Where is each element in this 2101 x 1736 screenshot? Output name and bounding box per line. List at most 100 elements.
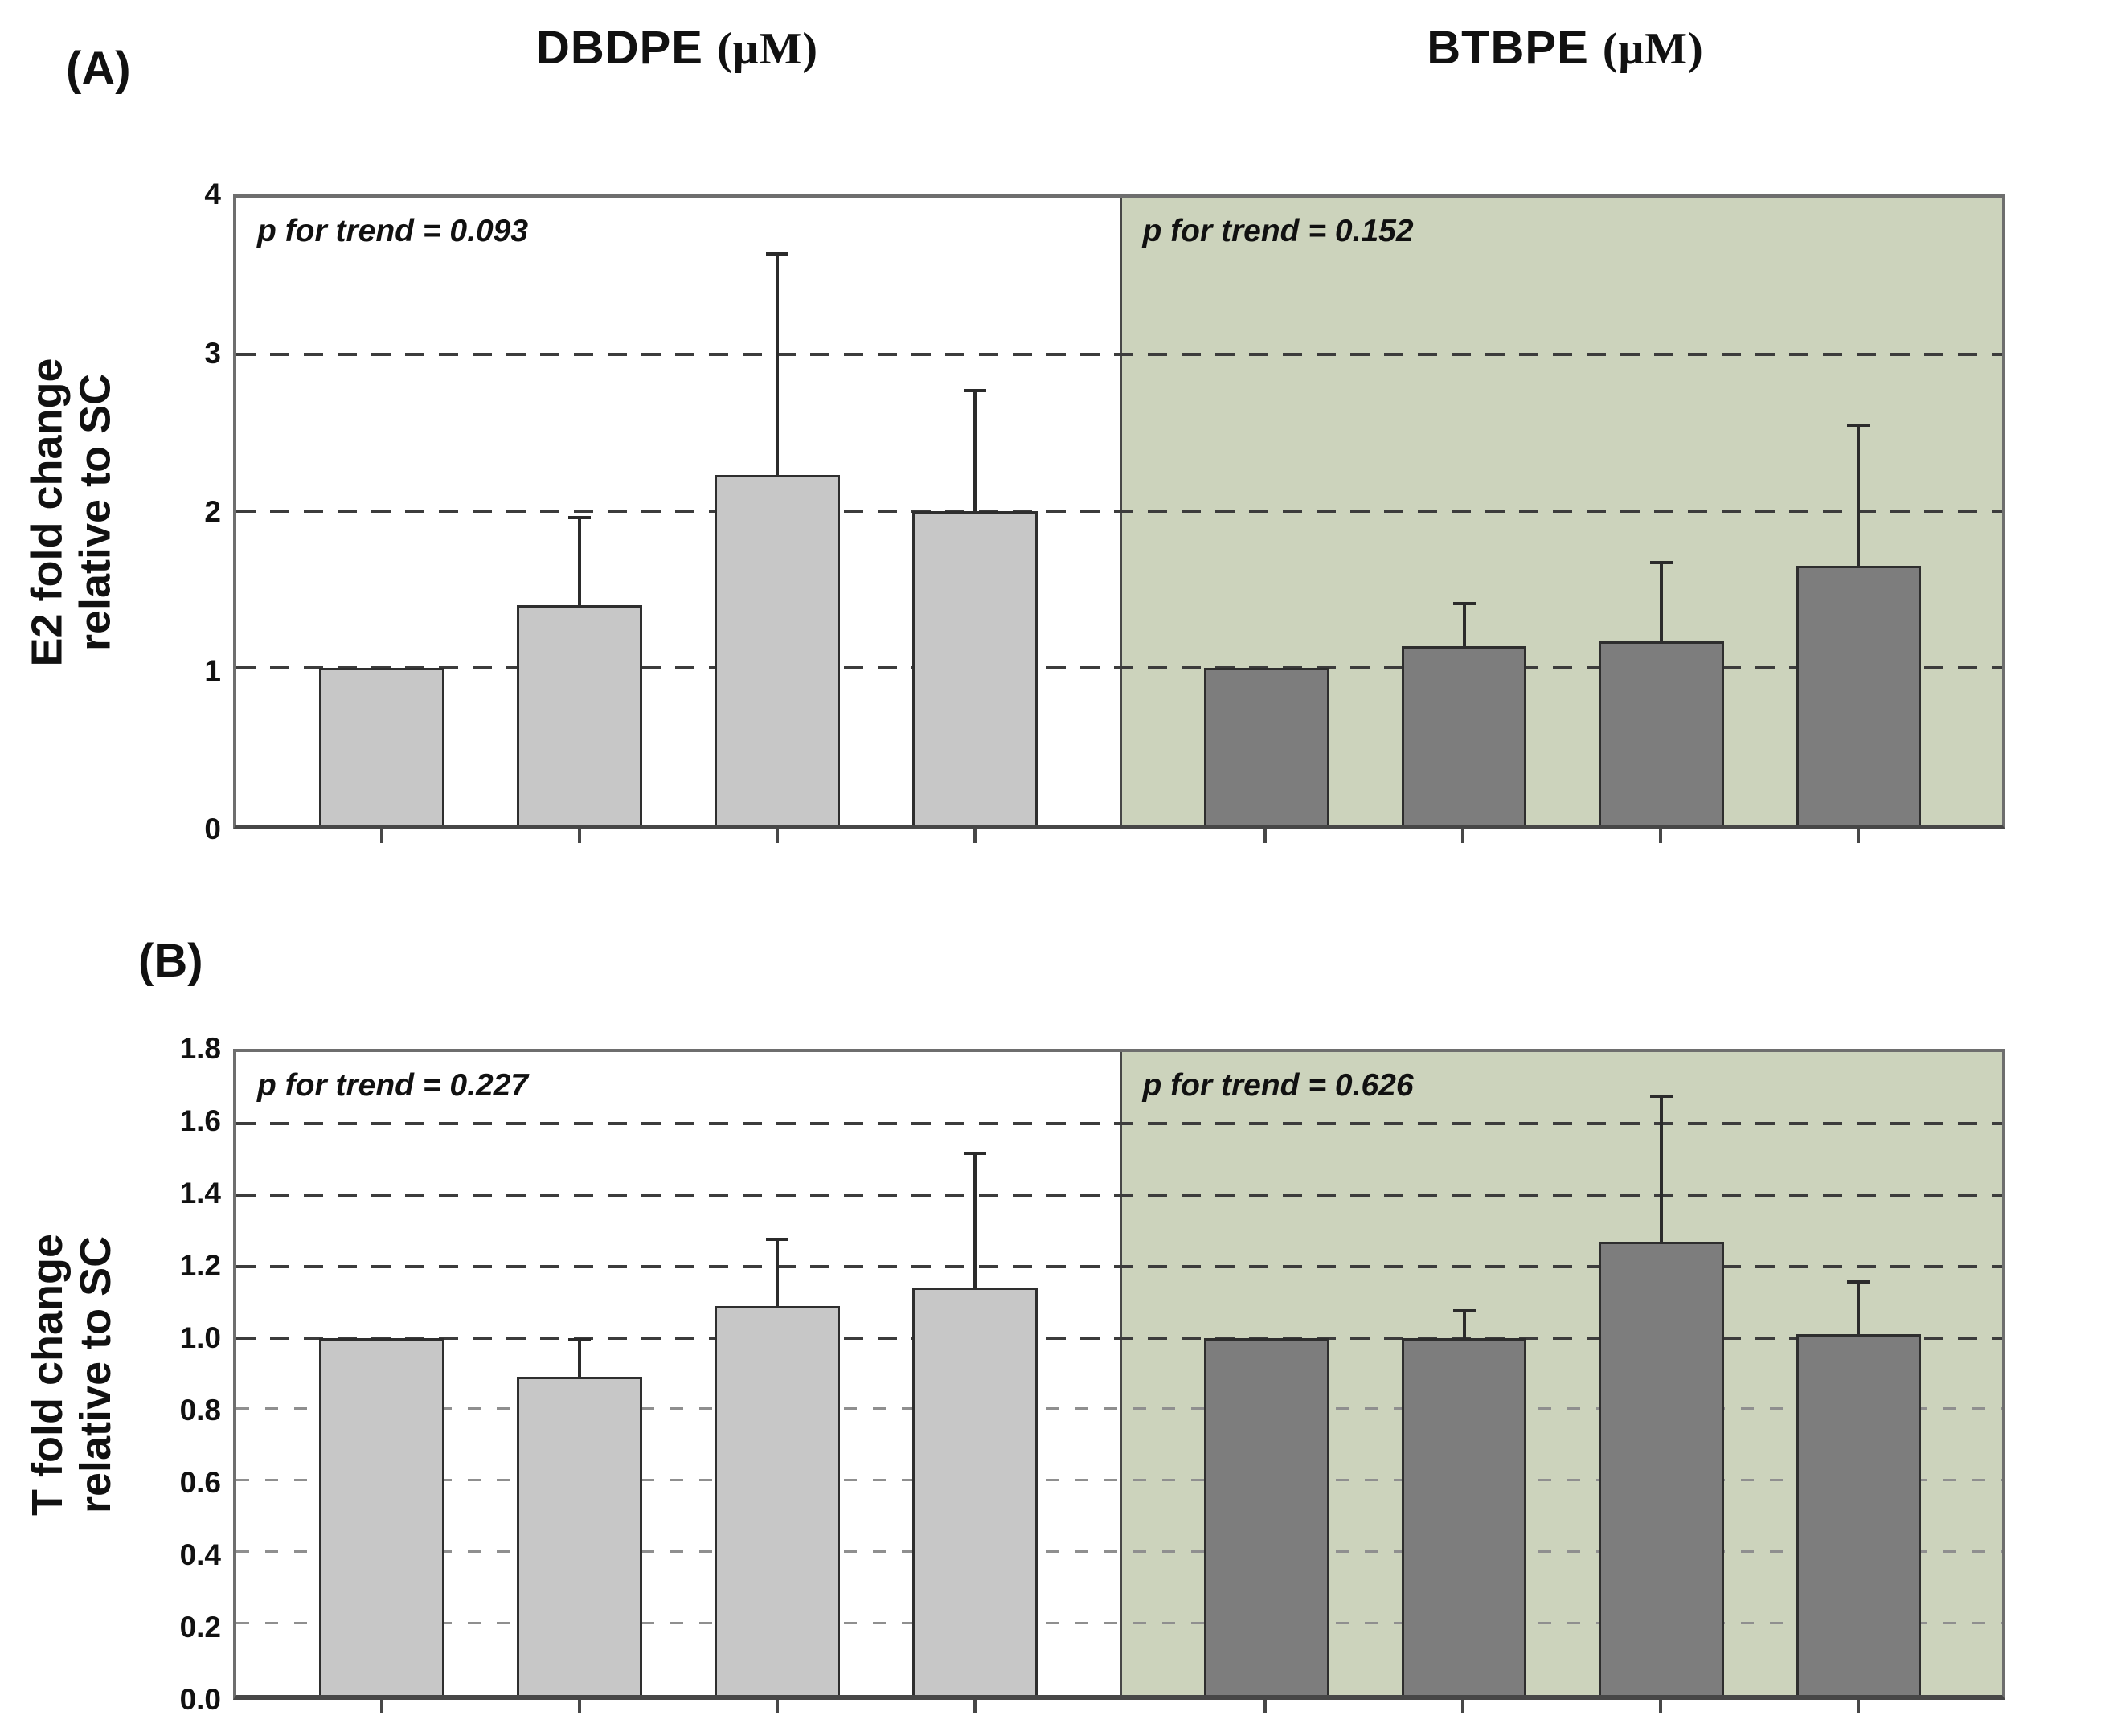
x-tick-group1-dose1 — [380, 829, 384, 843]
bar-group2-dose1 — [1204, 668, 1330, 825]
y-tick-label-4: 4 — [204, 178, 221, 211]
x-tick-group2-dose2 — [1460, 1700, 1464, 1713]
column-title-dbdpe-name: DBDPE — [535, 22, 703, 74]
panel-a-btbpe-p-for-trend: p for trend = 0.152 — [1142, 214, 1414, 248]
bar-group1-dose1 — [319, 668, 445, 825]
bar-group1-dose3 — [715, 1305, 841, 1695]
gridline-y-1.6 — [236, 1121, 2002, 1125]
y-tick-label-0.6: 0.6 — [179, 1465, 221, 1499]
y-tick-label-1.6: 1.6 — [179, 1104, 221, 1137]
x-tick-group2-dose3 — [1658, 829, 1662, 843]
panel-a-y-axis-title-text: E2 fold change relative to SC — [23, 358, 121, 666]
gridline-y-2 — [236, 510, 2002, 513]
bar-group1-dose2 — [517, 1377, 643, 1695]
error-cap-group2-dose2 — [1452, 1309, 1476, 1312]
error-bar-group1-dose2 — [578, 1337, 582, 1378]
column-title-dbdpe: DBDPE (μM) — [233, 21, 1121, 93]
panel-b-y-axis-line1: T fold change — [23, 1233, 72, 1516]
y-tick-label-1.8: 1.8 — [179, 1032, 221, 1065]
bar-group2-dose2 — [1401, 1337, 1527, 1695]
x-tick-group2-dose4 — [1856, 829, 1860, 843]
panel-b-dbdpe-region: p for trend = 0.227 — [236, 1052, 1120, 1695]
error-cap-group2-dose4 — [1847, 1280, 1870, 1284]
error-bar-group2-dose3 — [1660, 561, 1664, 641]
panel-b-y-tick-labels: 1.8 1.6 1.4 1.2 1.0 0.8 0.6 0.4 0.2 0.0 — [125, 1032, 229, 1716]
panel-a-y-axis-line2: relative to SC — [72, 373, 121, 651]
panel-b-y-axis-title: T fold change relative to SC — [3, 1049, 140, 1700]
bar-group1-dose3 — [715, 475, 841, 825]
panel-b-y-axis-title-text: T fold change relative to SC — [23, 1234, 121, 1516]
panel-a-plot: p for trend = 0.093 p for trend = 0.152 — [233, 194, 2005, 843]
error-cap-group2-dose2 — [1452, 602, 1476, 606]
y-tick-label-1.4: 1.4 — [179, 1177, 221, 1210]
error-cap-group1-dose4 — [964, 1152, 987, 1156]
x-tick-group1-dose1 — [380, 1700, 384, 1713]
gridline-y-1.0 — [236, 1336, 2002, 1340]
x-tick-group2-dose1 — [1263, 1700, 1267, 1713]
column-title-btbpe-name: BTBPE — [1427, 22, 1589, 74]
bar-group2-dose3 — [1599, 1241, 1724, 1695]
y-tick-label-0.4: 0.4 — [179, 1538, 221, 1571]
gridline-y-1 — [236, 666, 2002, 669]
y-tick-label-2: 2 — [204, 495, 221, 528]
panel-b-btbpe-p-for-trend: p for trend = 0.626 — [1142, 1068, 1414, 1103]
gridline-y-0.4 — [236, 1550, 2002, 1554]
panel-a-label: (A) — [66, 43, 131, 95]
x-tick-group1-dose4 — [973, 829, 977, 843]
bar-group2-dose4 — [1796, 566, 1922, 825]
error-bar-group1-dose4 — [973, 1152, 977, 1288]
x-tick-group2-dose4 — [1856, 1700, 1860, 1713]
bar-group1-dose4 — [912, 1288, 1038, 1695]
column-title-btbpe-unit: (μM) — [1602, 24, 1704, 74]
panel-a-y-axis-title: E2 fold change relative to SC — [3, 194, 140, 829]
x-tick-group1-dose2 — [578, 829, 582, 843]
gridline-y-0.2 — [236, 1622, 2002, 1625]
panel-b-plot: p for trend = 0.227 p for trend = 0.626 — [233, 1049, 2005, 1713]
bar-group2-dose1 — [1204, 1337, 1330, 1695]
bar-group2-dose3 — [1599, 641, 1724, 825]
error-bar-group2-dose3 — [1660, 1095, 1664, 1242]
panel-a-y-axis-line1: E2 fold change — [23, 357, 72, 667]
column-title-btbpe: BTBPE (μM) — [1125, 21, 2005, 93]
error-cap-group1-dose2 — [568, 1337, 592, 1341]
error-cap-group1-dose2 — [568, 515, 592, 519]
x-tick-group2-dose2 — [1460, 829, 1464, 843]
error-cap-group2-dose3 — [1650, 1095, 1673, 1099]
x-tick-group1-dose4 — [973, 1700, 977, 1713]
bar-group2-dose2 — [1401, 645, 1527, 825]
error-cap-group2-dose3 — [1650, 561, 1673, 565]
y-tick-label-1: 1 — [204, 653, 221, 687]
gridline-y-1.4 — [236, 1193, 2002, 1197]
panel-b-y-axis-line2: relative to SC — [72, 1235, 120, 1513]
error-bar-group1-dose3 — [776, 252, 780, 476]
panel-b-dbdpe-p-for-trend: p for trend = 0.227 — [257, 1068, 529, 1103]
error-bar-group1-dose4 — [973, 388, 977, 511]
x-tick-group1-dose3 — [776, 1700, 780, 1713]
column-title-dbdpe-unit: (μM) — [717, 24, 819, 74]
panel-a-dbdpe-p-for-trend: p for trend = 0.093 — [257, 214, 529, 248]
bar-group1-dose2 — [517, 605, 643, 825]
x-tick-group1-dose2 — [578, 1700, 582, 1713]
bar-group2-dose4 — [1796, 1334, 1922, 1695]
bar-group1-dose4 — [912, 511, 1038, 825]
error-cap-group2-dose4 — [1847, 423, 1870, 427]
y-tick-label-0.0: 0.0 — [179, 1683, 221, 1716]
error-bar-group2-dose4 — [1857, 423, 1861, 567]
panel-b-btbpe-region: p for trend = 0.626 — [1119, 1052, 2002, 1695]
x-tick-group1-dose3 — [776, 829, 780, 843]
gridline-y-1.2 — [236, 1264, 2002, 1268]
y-tick-label-0: 0 — [204, 813, 221, 845]
error-bar-group2-dose2 — [1462, 1309, 1466, 1338]
error-cap-group1-dose4 — [964, 388, 987, 392]
error-bar-group2-dose4 — [1857, 1280, 1861, 1335]
panel-b-label: (B) — [138, 935, 203, 987]
y-tick-label-0.8: 0.8 — [179, 1394, 221, 1427]
error-bar-group1-dose2 — [578, 515, 582, 605]
error-bar-group1-dose3 — [776, 1238, 780, 1306]
error-bar-group2-dose2 — [1462, 602, 1466, 646]
error-cap-group1-dose3 — [766, 252, 789, 256]
bar-group1-dose1 — [319, 1337, 445, 1695]
x-tick-group2-dose3 — [1658, 1700, 1662, 1713]
panel-a-y-tick-labels: 4 3 2 1 0 — [125, 178, 229, 845]
y-tick-label-3: 3 — [204, 336, 221, 370]
